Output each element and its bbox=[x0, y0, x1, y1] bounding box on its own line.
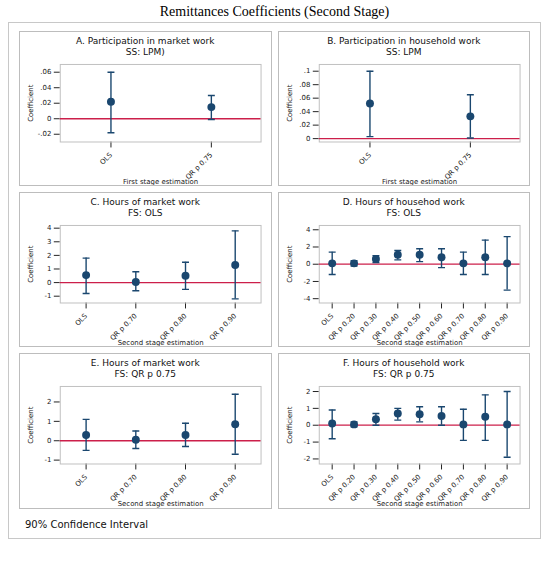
svg-text:1: 1 bbox=[47, 418, 51, 426]
svg-text:QR p 0.70: QR p 0.70 bbox=[435, 473, 466, 504]
svg-text:0: 0 bbox=[47, 115, 51, 123]
html-text:FS: QR p 0.75: FS: QR p 0.75 bbox=[373, 369, 435, 380]
html-text:E. Hours of market work: E. Hours of market work bbox=[90, 358, 200, 369]
svg-text:.02: .02 bbox=[40, 99, 51, 107]
svg-text:First stage estimation: First stage estimation bbox=[123, 178, 198, 185]
svg-text:QR p 0.80: QR p 0.80 bbox=[158, 474, 188, 504]
svg-text:.08: .08 bbox=[299, 81, 310, 89]
html-text:D. Hours of househod work: D. Hours of househod work bbox=[342, 197, 465, 208]
svg-text:OLS: OLS bbox=[99, 151, 115, 167]
html-text:SS: LPM): SS: LPM) bbox=[125, 47, 165, 57]
svg-text:QR p 0.70: QR p 0.70 bbox=[435, 312, 466, 343]
svg-text:-1: -1 bbox=[44, 457, 51, 465]
svg-text:First stage estimation: First stage estimation bbox=[382, 178, 457, 185]
svg-text:-2: -2 bbox=[303, 456, 310, 464]
svg-text:QR p 0.20: QR p 0.20 bbox=[326, 312, 357, 343]
svg-text:.02: .02 bbox=[299, 121, 310, 129]
svg-text:QR p 0.40: QR p 0.40 bbox=[370, 473, 401, 504]
svg-text:Coefficient: Coefficient bbox=[286, 84, 294, 121]
svg-text:.04: .04 bbox=[299, 108, 311, 116]
html-text:90% Confidence Interval: 90% Confidence Interval bbox=[25, 518, 149, 530]
svg-text:3: 3 bbox=[47, 238, 51, 246]
svg-text:0: 0 bbox=[305, 261, 309, 269]
svg-text:0: 0 bbox=[47, 437, 51, 445]
svg-text:.06: .06 bbox=[40, 68, 51, 76]
html-text:SS: LPM: SS: LPM bbox=[386, 47, 422, 57]
svg-text:OLS: OLS bbox=[74, 312, 90, 328]
svg-text:0: 0 bbox=[305, 135, 309, 143]
svg-text:Coefficient: Coefficient bbox=[27, 246, 35, 283]
svg-text:2: 2 bbox=[47, 252, 51, 260]
svg-text:QR p 0.60: QR p 0.60 bbox=[413, 473, 444, 504]
svg-text:.06: .06 bbox=[299, 94, 310, 102]
svg-text:4: 4 bbox=[305, 226, 310, 234]
svg-text:Second stage estimation: Second stage estimation bbox=[376, 500, 462, 507]
svg-text:-4: -4 bbox=[303, 295, 311, 303]
svg-text:Coefficient: Coefficient bbox=[27, 84, 35, 121]
html-text:FS: QR p 0.75: FS: QR p 0.75 bbox=[114, 369, 176, 380]
svg-text:QR p 0.30: QR p 0.30 bbox=[348, 312, 379, 343]
svg-text:0: 0 bbox=[305, 422, 309, 430]
svg-text:Second stage estimation: Second stage estimation bbox=[118, 500, 204, 507]
svg-text:QR p 0.90: QR p 0.90 bbox=[480, 474, 510, 504]
svg-text:.04: .04 bbox=[40, 84, 52, 92]
svg-text:Second stage estimation: Second stage estimation bbox=[376, 339, 462, 346]
svg-text:QR p 0.70: QR p 0.70 bbox=[109, 474, 139, 504]
svg-text:QR p 0.20: QR p 0.20 bbox=[326, 473, 357, 504]
svg-text:2: 2 bbox=[305, 243, 309, 251]
svg-text:-2: -2 bbox=[303, 278, 310, 286]
svg-text:QR p 0.30: QR p 0.30 bbox=[348, 473, 379, 504]
html-text:F. Hours of household work: F. Hours of household work bbox=[343, 358, 465, 369]
svg-text:QR p 0.50: QR p 0.50 bbox=[392, 312, 423, 343]
svg-text:1: 1 bbox=[305, 405, 309, 413]
svg-text:-1: -1 bbox=[303, 439, 310, 447]
svg-text:Coefficient: Coefficient bbox=[27, 407, 35, 444]
svg-text:-.02: -.02 bbox=[38, 130, 52, 138]
html-text:FS: OLS: FS: OLS bbox=[386, 208, 421, 219]
svg-text:QR p 0.50: QR p 0.50 bbox=[392, 473, 423, 504]
svg-text:1: 1 bbox=[47, 265, 51, 273]
html-text:FS: OLS: FS: OLS bbox=[128, 208, 163, 219]
svg-text:Coefficient: Coefficient bbox=[286, 407, 294, 444]
svg-text:Second stage estimation: Second stage estimation bbox=[118, 339, 204, 346]
html-text:B. Participation in household: B. Participation in household work bbox=[327, 36, 481, 46]
svg-text:4: 4 bbox=[47, 225, 52, 233]
svg-text:QR p 0.80: QR p 0.80 bbox=[158, 312, 188, 342]
svg-text:QR p 0.40: QR p 0.40 bbox=[370, 312, 401, 343]
svg-text:2: 2 bbox=[47, 399, 51, 407]
svg-text:QR p 0.70: QR p 0.70 bbox=[109, 312, 139, 342]
svg-text:QR p 0.90: QR p 0.90 bbox=[480, 312, 510, 342]
html-text:C. Hours of market work: C. Hours of market work bbox=[90, 197, 200, 208]
svg-text:OLS: OLS bbox=[319, 312, 335, 328]
html-text:A. Participation in market wor: A. Participation in market work bbox=[76, 36, 215, 46]
svg-text:.1: .1 bbox=[303, 67, 310, 75]
svg-text:QR p 0.80: QR p 0.80 bbox=[457, 473, 488, 504]
svg-text:OLS: OLS bbox=[74, 473, 90, 489]
svg-text:Coefficient: Coefficient bbox=[286, 246, 294, 283]
svg-text:OLS: OLS bbox=[319, 473, 335, 489]
svg-text:2: 2 bbox=[305, 388, 309, 396]
svg-text:QR p 0.75: QR p 0.75 bbox=[184, 151, 214, 181]
html-text:Remittances Coefficients (Seco: Remittances Coefficients (Second Stage) bbox=[159, 4, 390, 19]
svg-text:QR p 0.80: QR p 0.80 bbox=[457, 312, 488, 343]
svg-text:0: 0 bbox=[47, 279, 51, 287]
svg-text:OLS: OLS bbox=[357, 151, 373, 167]
svg-text:QR p 0.90: QR p 0.90 bbox=[208, 474, 238, 504]
svg-text:QR p 0.75: QR p 0.75 bbox=[443, 151, 473, 181]
svg-text:QR p 0.90: QR p 0.90 bbox=[208, 312, 238, 342]
svg-text:QR p 0.60: QR p 0.60 bbox=[413, 312, 444, 343]
svg-text:-1: -1 bbox=[44, 293, 51, 301]
